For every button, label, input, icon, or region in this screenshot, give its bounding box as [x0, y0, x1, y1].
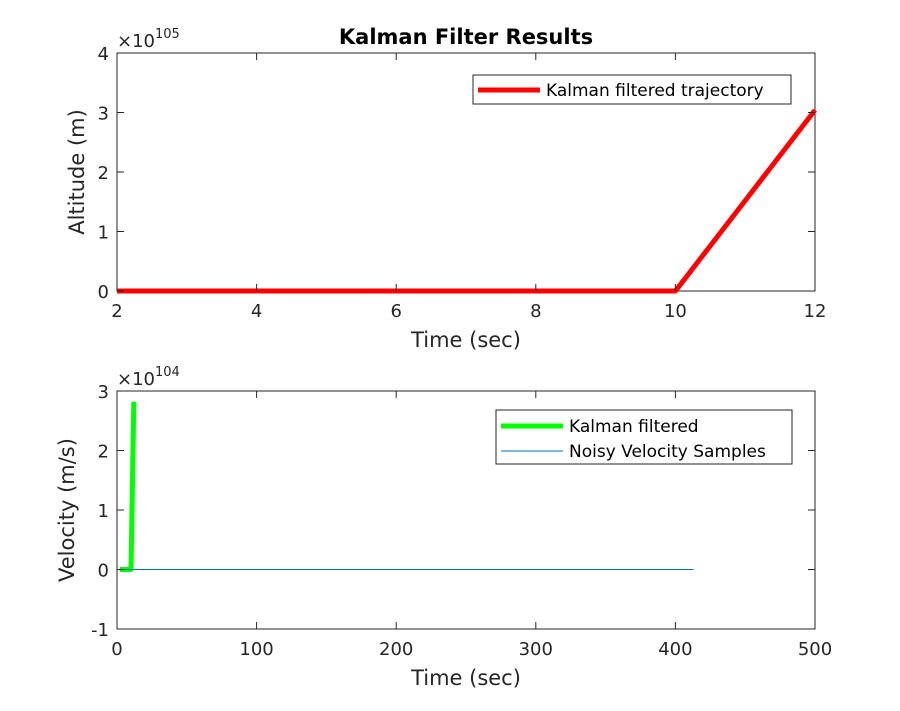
velocity-y-multiplier-base: ×10 [117, 369, 155, 390]
altitude-x-tick-label: 2 [111, 301, 122, 322]
altitude-y-tick-label: 0 [98, 282, 109, 303]
altitude-y-axis-label: Altitude (m) [65, 109, 89, 235]
altitude-series-group [117, 108, 817, 294]
altitude-x-tick-label: 10 [664, 301, 687, 322]
velocity-x-tick-label: 0 [111, 639, 122, 660]
legend-label-kalman-trajectory: Kalman filtered trajectory [546, 81, 764, 101]
velocity-y-multiplier: ×10104 [117, 365, 180, 390]
altitude-x-tick-label: 6 [390, 301, 401, 322]
altitude-y-tick-label: 2 [98, 163, 109, 184]
altitude-y-multiplier-exponent: 105 [155, 27, 180, 42]
altitude-x-tick-label: 4 [251, 301, 262, 322]
altitude-y-multiplier: ×10105 [117, 27, 180, 52]
velocity-y-tick-label: -1 [91, 620, 109, 641]
altitude-legend: Kalman filtered trajectory [472, 74, 792, 105]
velocity-x-axis-label: Time (sec) [410, 666, 521, 690]
velocity-y-tick-label: 1 [98, 501, 109, 522]
altitude-y-multiplier-base: ×10 [117, 31, 155, 52]
altitude-x-tick-label: 8 [530, 301, 541, 322]
velocity-y-tick-label: 2 [98, 442, 109, 463]
velocity-y-tick-label: 3 [98, 382, 109, 403]
chart-title: Kalman Filter Results [339, 25, 593, 49]
velocity-x-tick-label: 400 [658, 639, 692, 660]
velocity-legend: Kalman filtered Noisy Velocity Samples [495, 409, 793, 465]
velocity-legend-box [495, 409, 793, 465]
legend-label-noisy-velocity: Noisy Velocity Samples [569, 442, 766, 462]
velocity-x-tick-label: 100 [239, 639, 273, 660]
legend-label-kalman-filtered: Kalman filtered [569, 417, 699, 437]
altitude-y-tick-label: 1 [98, 223, 109, 244]
velocity-y-tick-label: 0 [98, 561, 109, 582]
altitude-x-tick-label: 12 [804, 301, 827, 322]
altitude-y-tick-label: 4 [98, 44, 109, 65]
altitude-legend-box [472, 74, 792, 105]
altitude-x-axis-label: Time (sec) [410, 328, 521, 352]
altitude-y-tick-label: 3 [98, 104, 109, 125]
velocity-x-tick-label: 200 [379, 639, 413, 660]
altitude-series-line-0 [117, 108, 817, 294]
velocity-x-tick-label: 500 [798, 639, 832, 660]
velocity-x-tick-label: 300 [519, 639, 553, 660]
velocity-y-multiplier-exponent: 104 [155, 365, 180, 380]
velocity-y-axis-label: Velocity (m/s) [55, 438, 79, 582]
